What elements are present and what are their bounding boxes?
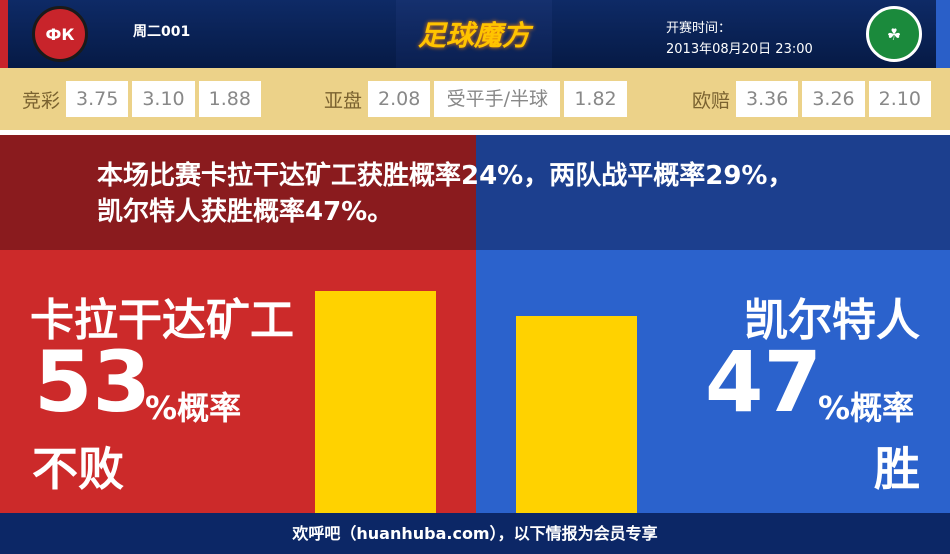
odds-label: 亚盘 <box>324 89 363 112</box>
odds-yapan: 亚盘 2.08 受平手/半球 1.82 <box>324 81 631 117</box>
odds-ouzhou: 欧赔 3.36 3.26 2.10 <box>692 81 935 117</box>
footer-banner[interactable]: 欢呼吧（huanhuba.com），以下情报为会员专享 <box>0 513 950 554</box>
odds-bar: 竞彩 3.75 3.10 1.88 亚盘 2.08 受平手/半球 1.82 欧赔… <box>0 68 950 130</box>
odds-value: 2.10 <box>868 81 931 117</box>
kickoff-label: 开赛时间： <box>666 21 732 36</box>
home-percent: 53 <box>34 333 151 431</box>
odds-value: 2.08 <box>368 81 431 117</box>
odds-jingcai: 竞彩 3.75 3.10 1.88 <box>22 81 265 117</box>
away-percent-unit: %概率 <box>818 389 915 427</box>
away-percent: 47 <box>705 333 822 431</box>
summary-bg-home <box>0 135 476 250</box>
home-probability-bar <box>315 291 436 513</box>
home-team-logo: ФК <box>32 6 88 62</box>
home-outcome: 不败 <box>32 442 124 496</box>
home-stripe <box>0 0 8 68</box>
odds-label: 竞彩 <box>22 89 61 112</box>
match-number: 周二001 <box>133 24 191 40</box>
brand-logo-text: 足球魔方 <box>417 19 530 52</box>
odds-value: 3.10 <box>132 81 195 117</box>
odds-value: 1.82 <box>564 81 627 117</box>
home-percent-unit: %概率 <box>145 389 242 427</box>
kickoff-time: 2013年08月20日 23:00 <box>666 42 813 57</box>
odds-value: 3.36 <box>736 81 799 117</box>
odds-value: 3.26 <box>802 81 865 117</box>
odds-value: 1.88 <box>198 81 261 117</box>
home-team-name: 卡拉干达矿工 <box>30 295 294 346</box>
away-team-name: 凯尔特人 <box>744 295 920 346</box>
away-probability-bar <box>516 316 637 513</box>
summary-text: 本场比赛卡拉干达矿工获胜概率24%，两队战平概率29%，凯尔特人获胜概率47%。 <box>97 161 794 227</box>
odds-label: 欧赔 <box>692 89 731 112</box>
summary-bg-away <box>476 135 950 250</box>
header: ФК 周二001 足球魔方 开赛时间： 2013年08月20日 23:00 ☘ <box>0 0 950 68</box>
divider <box>0 130 950 135</box>
away-stripe <box>936 0 950 68</box>
away-outcome: 胜 <box>874 442 920 496</box>
odds-handicap: 受平手/半球 <box>434 81 561 117</box>
away-team-logo: ☘ <box>866 6 922 62</box>
odds-value: 3.75 <box>66 81 129 117</box>
brand-logo: 足球魔方 <box>396 0 552 68</box>
